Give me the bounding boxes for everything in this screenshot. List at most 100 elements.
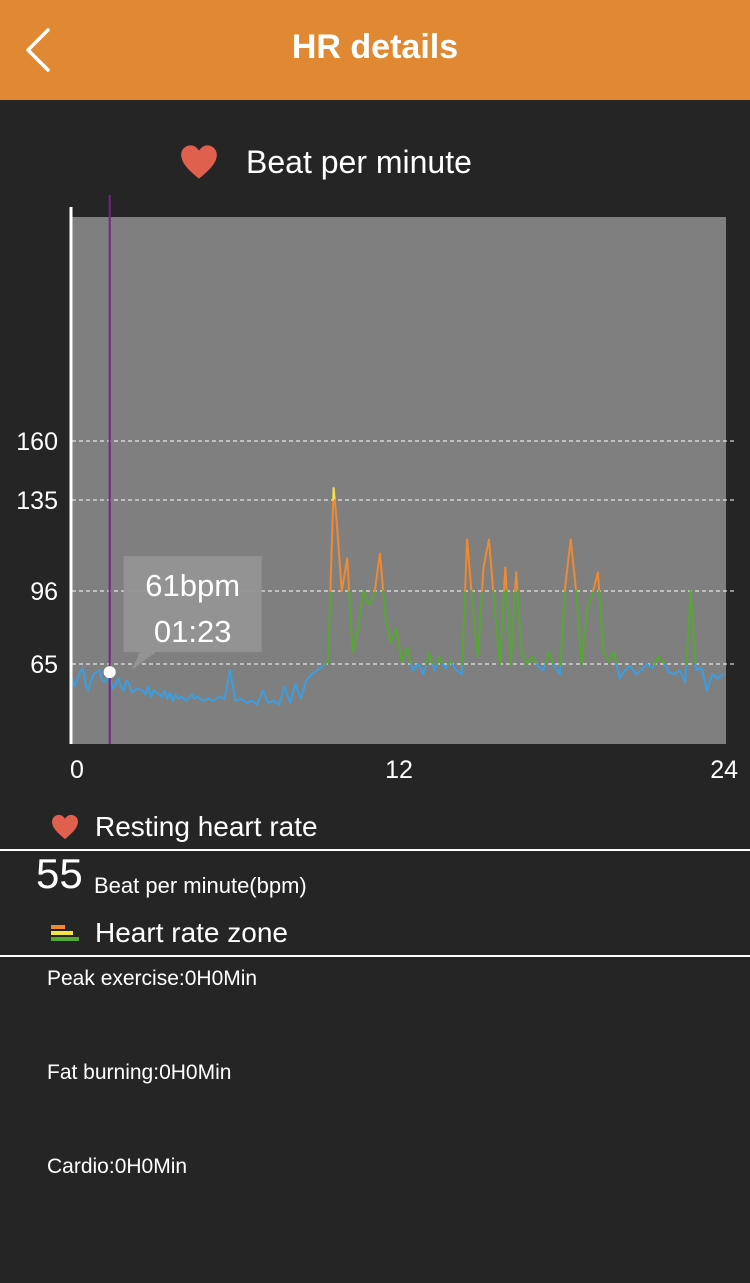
series-segment — [564, 538, 572, 588]
series-segment — [618, 669, 627, 680]
x-tick-label: 24 — [710, 756, 738, 784]
series-segment — [316, 665, 324, 672]
series-segment — [294, 683, 302, 700]
series-segment — [613, 651, 618, 665]
series-segment — [536, 665, 545, 672]
series-segment — [470, 590, 474, 607]
series-segment — [547, 651, 555, 665]
series-segment — [395, 627, 403, 663]
series-segment — [592, 571, 599, 592]
series-segment — [117, 677, 123, 688]
series-segment — [98, 669, 103, 682]
series-segment — [629, 665, 638, 676]
resting-heart-rate-value: 55 — [36, 850, 83, 897]
series-segment — [516, 590, 523, 654]
series-segment — [87, 679, 93, 692]
series-segment — [305, 673, 313, 682]
series-segment — [492, 590, 496, 607]
heart-rate-zone-row: Heart rate zone — [0, 913, 750, 953]
series-segment — [229, 669, 237, 702]
series-segment — [526, 655, 534, 665]
y-tick-label: 96 — [30, 578, 58, 606]
series-segment — [389, 627, 398, 644]
series-segment — [477, 590, 484, 658]
series-segment — [656, 655, 665, 663]
series-segment — [607, 651, 616, 663]
series-segment — [482, 538, 490, 569]
series-segment — [327, 590, 332, 663]
series-segment — [464, 538, 469, 592]
plot-area — [72, 217, 726, 744]
series-segment — [685, 590, 692, 665]
series-segment — [289, 683, 297, 704]
series-segment — [348, 590, 354, 654]
series-segment — [684, 663, 688, 684]
series-segment — [196, 695, 204, 702]
y-tick-label: 160 — [16, 428, 58, 456]
x-tick-label: 12 — [385, 756, 413, 784]
series-segment — [504, 566, 508, 592]
heart-icon — [52, 814, 78, 840]
series-segment — [128, 683, 133, 694]
series-segment — [520, 651, 529, 665]
heart-rate-chart[interactable]: 65 96 135 160 0 12 24 61bpm 01:23 — [0, 195, 750, 795]
zone-peak-exercise: Peak exercise:0H0Min — [47, 967, 258, 990]
series-segment — [580, 608, 589, 665]
series-segment — [586, 592, 594, 611]
series-segment — [515, 571, 519, 592]
series-segment — [481, 566, 485, 592]
cursor-point[interactable] — [103, 666, 116, 679]
series-segment — [250, 699, 259, 706]
series-segment — [384, 615, 392, 644]
series-segment — [368, 592, 376, 607]
chart-header-label: Beat per minute — [246, 143, 472, 180]
series-segment — [283, 685, 291, 704]
series-segment — [261, 689, 270, 704]
tooltip-box — [123, 556, 262, 671]
series-segment — [346, 557, 351, 592]
page-title: HR details — [291, 28, 459, 66]
series-segment — [382, 590, 387, 618]
series-segment — [75, 671, 82, 684]
series-segment — [422, 663, 428, 676]
series-segment — [640, 663, 648, 672]
series-segment — [615, 663, 621, 680]
series-segment — [329, 499, 335, 592]
series-segment — [645, 663, 654, 670]
series-segment — [544, 651, 550, 665]
series-segment — [351, 627, 360, 654]
top-bar: HR details — [0, 0, 750, 100]
series-segment — [493, 604, 501, 665]
series-segment — [635, 669, 643, 676]
y-tick-label: 135 — [16, 487, 58, 515]
series-segment — [700, 667, 708, 692]
zone-bars-icon — [51, 923, 79, 943]
x-tick-label: 0 — [70, 756, 84, 784]
series-segment — [130, 687, 139, 694]
series-segment — [542, 663, 547, 672]
series-segment — [335, 515, 343, 592]
series-segment — [705, 673, 714, 692]
series-segment — [272, 699, 281, 706]
heart-icon — [181, 145, 217, 179]
series-segment — [90, 673, 95, 682]
series-segment — [678, 669, 687, 684]
series-segment — [466, 538, 473, 592]
series-segment — [433, 663, 439, 672]
series-segment — [223, 669, 232, 700]
zone-fat-burning: Fat burning:0H0Min — [47, 1061, 232, 1084]
series-segment — [180, 695, 188, 702]
series-segment — [461, 590, 467, 665]
series-segment — [487, 538, 495, 592]
series-segment — [451, 663, 458, 672]
series-segment — [400, 646, 409, 663]
y-tick-label: 65 — [30, 651, 58, 679]
series-segment — [357, 590, 365, 630]
series-segment — [575, 590, 583, 665]
series-segment — [373, 552, 381, 592]
series-segment — [411, 663, 420, 672]
back-button[interactable] — [16, 22, 66, 78]
resting-heart-rate-label: Resting heart rate — [95, 811, 318, 842]
divider — [0, 849, 750, 851]
series-segment — [362, 590, 371, 607]
